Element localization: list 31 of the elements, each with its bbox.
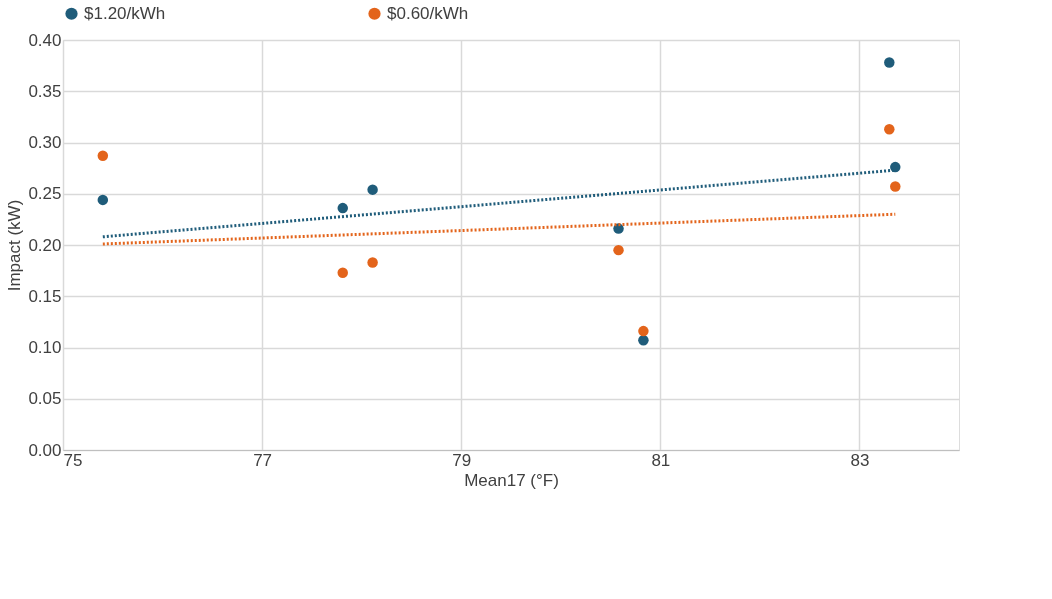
- point: [367, 257, 378, 268]
- x-axis-title: Mean17 (°F): [464, 470, 559, 490]
- point: [337, 267, 348, 278]
- y-tick-label: 0.20: [28, 235, 62, 255]
- point: [613, 244, 624, 256]
- point: [367, 184, 378, 195]
- y-tick-label: 0.30: [28, 133, 62, 152]
- x-tick-label: 81: [651, 450, 671, 470]
- y-tick-label: 0.35: [28, 81, 62, 101]
- point: [97, 150, 109, 162]
- point: [638, 335, 649, 346]
- point: [884, 123, 895, 135]
- y-tick-label: 0.10: [28, 338, 62, 357]
- x-tick-label: 75: [63, 450, 83, 470]
- y-tick-label: 0.05: [28, 389, 62, 409]
- point: [884, 57, 895, 68]
- y-axis-title: Impact (kW): [5, 199, 25, 292]
- x-tick-label: 83: [850, 450, 870, 470]
- point: [890, 161, 901, 173]
- point: [97, 194, 109, 206]
- legend-label: $0.60/kWh: [387, 3, 469, 23]
- y-tick-label: 0.25: [28, 184, 62, 204]
- point: [638, 325, 649, 337]
- legend-label: $1.20/kWh: [84, 3, 166, 23]
- point: [337, 202, 348, 214]
- y-tick-label: 0.15: [28, 286, 62, 306]
- point: [890, 181, 901, 192]
- y-tick-label: 0.40: [28, 30, 62, 50]
- y-tick-label: 0.00: [28, 440, 62, 460]
- x-tick-label: 79: [452, 450, 472, 470]
- x-tick-label: 77: [253, 450, 273, 470]
